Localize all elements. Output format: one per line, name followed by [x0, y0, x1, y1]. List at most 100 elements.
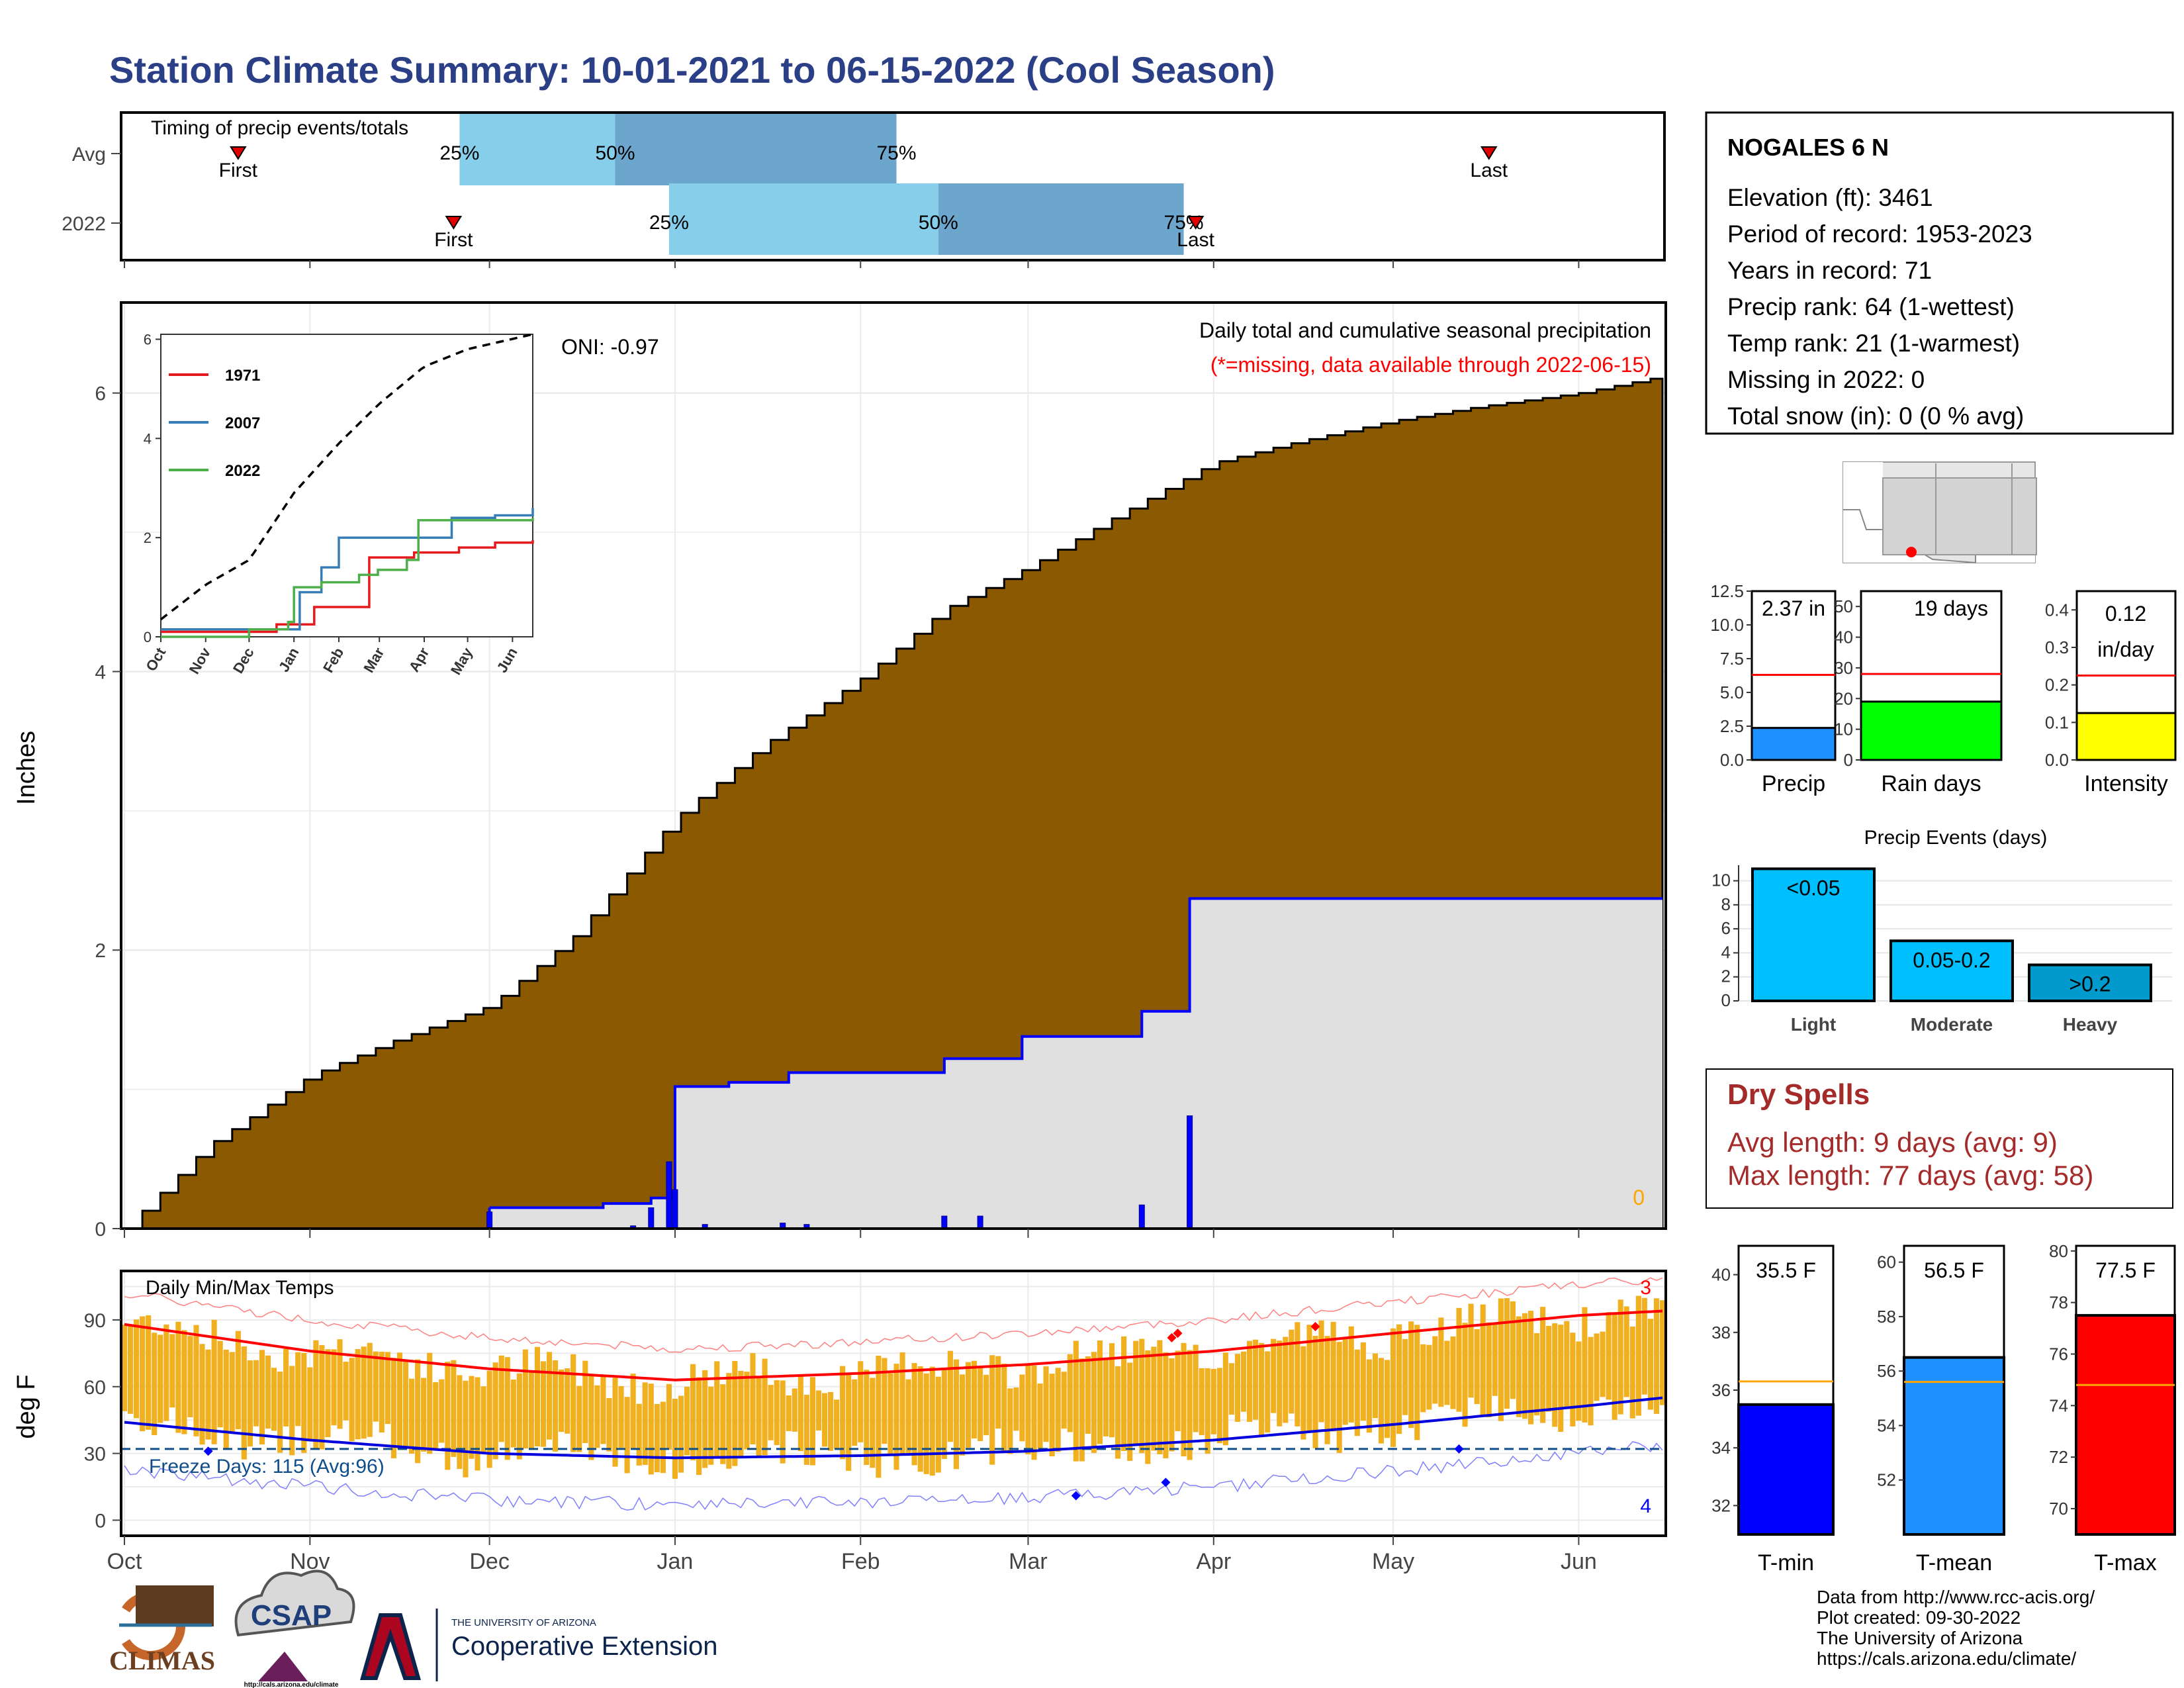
daily-temp-bar: [1546, 1325, 1552, 1412]
inset-legend-label: 2022: [225, 462, 260, 480]
tmin-y-tick-label: 38: [1711, 1323, 1731, 1342]
events-x-label: Heavy: [2063, 1014, 2118, 1035]
events-bar-light: [1751, 867, 1876, 1003]
daily-temp-bar: [887, 1373, 893, 1455]
daily-temp-bar: [840, 1366, 846, 1460]
daily-temp-bar: [1522, 1313, 1528, 1419]
daily-temp-bar: [1312, 1335, 1318, 1448]
temperature-stat-bars: 32 34 36 38 40 35.5 F T-min 52 54 56 58 60 56.5 F T-m…: [1711, 1241, 2176, 1575]
csap-logo: CSAP http://cals.arizona.edu/climate: [234, 1570, 355, 1688]
daily-temp-bar: [1234, 1354, 1241, 1422]
daily-temp-bar: [1659, 1300, 1666, 1405]
inset-legend-label: 1971: [225, 367, 260, 385]
daily-temp-bar: [696, 1377, 702, 1476]
daily-temp-bar: [1528, 1311, 1534, 1425]
daily-temp-bar: [815, 1390, 822, 1431]
daily-temp-bar: [421, 1378, 427, 1452]
timing-first-marker: [445, 216, 463, 230]
daily-temp-bar: [864, 1370, 870, 1466]
daily-temp-bar: [624, 1397, 630, 1474]
timing-row-label: 2022: [62, 213, 106, 235]
tmin-label: T-min: [1758, 1550, 1814, 1575]
daily-temp-bar: [876, 1356, 882, 1478]
daily-temp-bar: [343, 1362, 349, 1421]
daily-temp-bar: [654, 1403, 660, 1473]
daily-temp-bar: [941, 1368, 947, 1460]
daily-temp-bar: [1199, 1368, 1205, 1436]
daily-temp-bar: [1067, 1354, 1073, 1432]
daily-temp-bar: [1133, 1340, 1139, 1446]
daily-temp-bar: [732, 1360, 738, 1466]
daily-precip-bar: [941, 1215, 948, 1229]
ua-logo: THE UNIVERSITY OF ARIZONA Cooperative Ext…: [360, 1609, 717, 1681]
daily-precip-bar: [977, 1215, 983, 1229]
daily-temp-bar: [559, 1369, 565, 1432]
timing-panel: Timing of precip events/totals Avg 2022 25%…: [62, 111, 1666, 268]
daily-temp-bar: [457, 1375, 463, 1470]
daily-temp-bar: [666, 1383, 672, 1450]
daily-temp-bar: [792, 1388, 797, 1432]
daily-temp-bar: [846, 1374, 852, 1471]
csap-mountain-icon: [258, 1652, 308, 1681]
daily-temp-bar: [606, 1397, 612, 1452]
temp-x-tick-label: Mar: [1009, 1549, 1048, 1574]
precip-label: Precip: [1762, 771, 1825, 796]
daily-temp-bar: [1534, 1333, 1540, 1416]
daily-temp-bar: [337, 1339, 343, 1429]
daily-temp-bar: [672, 1399, 678, 1479]
daily-temp-bar: [803, 1394, 809, 1465]
intensity-value-label: 0.12: [2105, 602, 2146, 626]
temp-background: [121, 1271, 1666, 1536]
station-name: NOGALES 6 N: [1727, 134, 1889, 161]
daily-temp-bar: [486, 1370, 492, 1468]
inset-line-1971: [161, 539, 534, 633]
daily-temp-bar: [1438, 1317, 1444, 1407]
precip-y-tick-label: 10.0: [1710, 615, 1744, 635]
station-info-line: Total snow (in): 0 (0 % avg): [1727, 402, 2024, 430]
daily-temp-bar: [510, 1380, 516, 1448]
daily-temp-bar: [1115, 1366, 1121, 1459]
precip-y-tick-label: 7.5: [1720, 649, 1744, 669]
daily-temp-bar: [259, 1350, 265, 1445]
daily-temp-bar: [797, 1376, 803, 1452]
daily-temp-bar: [1629, 1326, 1635, 1419]
station-location-marker: [1906, 547, 1917, 557]
daily-temp-bar: [1222, 1352, 1228, 1446]
daily-temp-bar: [1175, 1350, 1181, 1432]
daily-temp-bar: [642, 1382, 648, 1465]
2022-cumulative-area: [489, 898, 1662, 1229]
daily-temp-bar: [1277, 1340, 1283, 1427]
normal-min-line: [124, 1396, 1663, 1460]
daily-temp-bar: [1372, 1353, 1378, 1419]
temp-y-tick-label: 60: [84, 1377, 106, 1399]
precip-value-label: 2.37 in: [1762, 596, 1825, 620]
daily-temp-bar: [319, 1344, 325, 1450]
daily-temp-bar: [827, 1391, 834, 1451]
footer-line: The University of Arizona: [1817, 1628, 2023, 1648]
daily-temp-bar: [1193, 1344, 1199, 1432]
events-y-tick-label: 4: [1721, 942, 1731, 962]
daily-temp-bar: [140, 1316, 146, 1432]
tmin-y-tick-label: 32: [1711, 1495, 1731, 1515]
rain_days-bar: [1860, 700, 2003, 761]
daily-temp-bar: [1085, 1356, 1091, 1434]
daily-temp-bar: [504, 1357, 510, 1460]
daily-temp-bar: [1588, 1336, 1594, 1426]
daily-temp-bar: [409, 1378, 415, 1454]
rain_days-y-tick-label: 10: [1834, 720, 1853, 739]
daily-temp-bar: [187, 1336, 193, 1417]
daily-temp-bar: [163, 1324, 169, 1421]
tmean-y-tick-label: 52: [1877, 1470, 1896, 1490]
daily-temp-bar: [1486, 1322, 1492, 1418]
main-frame: [120, 301, 1667, 1230]
timing-pct-label: 25%: [649, 212, 689, 234]
daily-temp-bar: [1594, 1333, 1600, 1401]
daily-temp-bar: [1617, 1299, 1623, 1415]
timing-bar-25-50: [459, 114, 615, 185]
daily-temp-bar: [1007, 1388, 1013, 1454]
timing-bar-50-75: [938, 183, 1184, 255]
daily-temp-bar: [600, 1375, 606, 1444]
daily-temp-bar: [995, 1356, 1001, 1429]
daily-temp-bar: [1606, 1312, 1612, 1400]
